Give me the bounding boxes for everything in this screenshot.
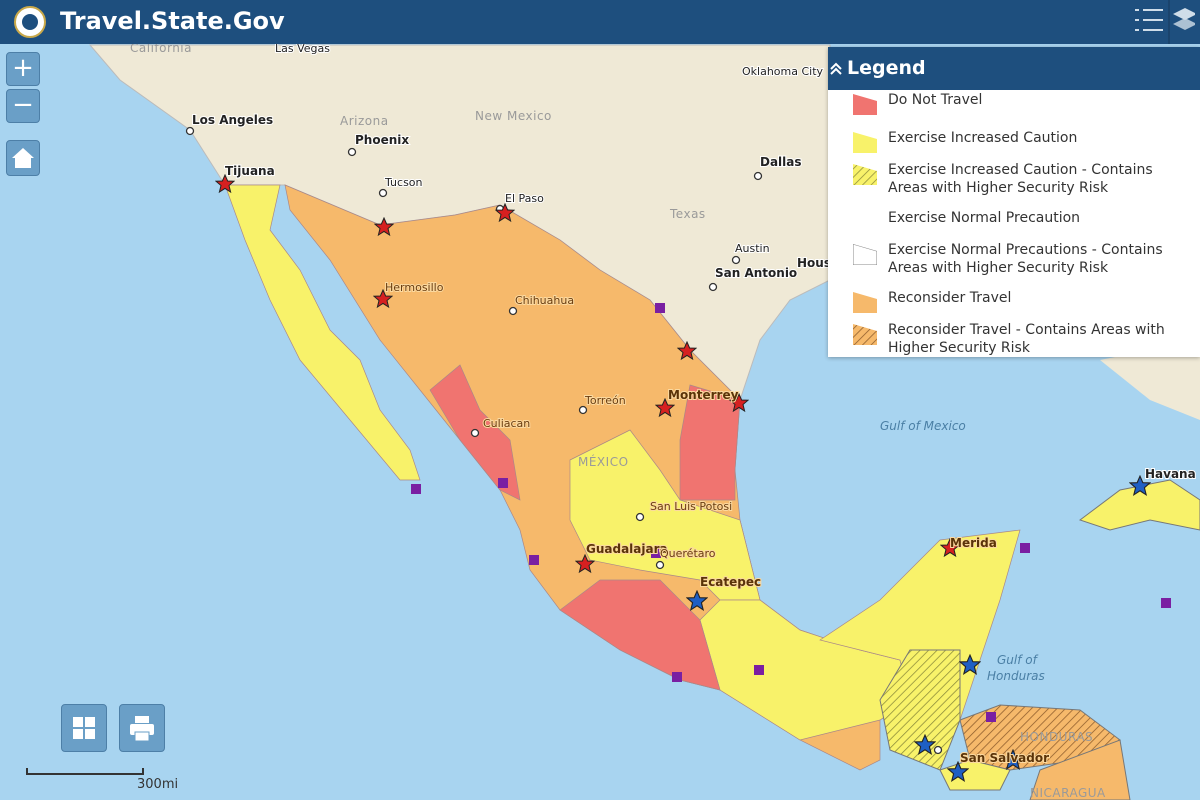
- city-dot[interactable]: [185, 126, 195, 136]
- collapse-icon[interactable]: [828, 61, 844, 77]
- map-label: Culiacan: [483, 417, 530, 430]
- legend-label: Exercise Increased Caution: [888, 130, 1078, 146]
- map-label: Hermosillo: [385, 281, 444, 294]
- map-label: Tijuana: [225, 164, 275, 178]
- header: Travel.State.Gov: [0, 0, 1200, 44]
- map-label: Honduras: [987, 669, 1045, 683]
- map-label: San Salvador: [960, 751, 1049, 765]
- city-dot[interactable]: [470, 428, 480, 438]
- map-label: San Luis Potosi: [650, 500, 732, 513]
- map-label: New Mexico: [475, 109, 552, 123]
- legend-swatch: [853, 132, 877, 153]
- map-label: MÉXICO: [578, 454, 629, 469]
- consulate-marker[interactable]: [1161, 598, 1171, 608]
- city-dot[interactable]: [708, 282, 718, 292]
- map-label: Phoenix: [355, 133, 409, 147]
- print-button[interactable]: [119, 704, 165, 752]
- city-dot[interactable]: [753, 171, 763, 181]
- consulate-marker[interactable]: [986, 712, 996, 722]
- seal: [14, 6, 46, 38]
- city-dot[interactable]: [731, 255, 741, 265]
- city-dot[interactable]: [635, 512, 645, 522]
- consulate-marker[interactable]: [754, 665, 764, 675]
- legend-swatch: [853, 324, 877, 345]
- consulate-marker[interactable]: [411, 484, 421, 494]
- consulate-marker[interactable]: [498, 478, 508, 488]
- map-label: Los Angeles: [192, 113, 273, 127]
- florida: [1100, 340, 1200, 420]
- city-dot[interactable]: [578, 405, 588, 415]
- map-label: Gulf of Mexico: [880, 419, 966, 433]
- map-label: Las Vegas: [275, 42, 330, 55]
- map-label: Gulf of: [997, 653, 1039, 667]
- city-dot[interactable]: [347, 147, 357, 157]
- map-label: Austin: [735, 242, 770, 255]
- legend-label: Exercise Normal Precautions - Contains A…: [888, 242, 1163, 276]
- legend-label: Exercise Increased Caution - Contains Ar…: [888, 162, 1153, 196]
- map-label: Ecatepec: [700, 575, 761, 589]
- consulate-marker[interactable]: [1020, 543, 1030, 553]
- legend-swatch: [853, 292, 877, 313]
- zoom-out[interactable]: −: [6, 89, 40, 123]
- toolbar-icons[interactable]: [1125, 0, 1195, 44]
- home-icon: [12, 148, 34, 168]
- map-label: NICARAGUA: [1030, 786, 1106, 800]
- baja-caution: [224, 184, 421, 481]
- map-label: Chihuahua: [515, 294, 574, 307]
- site-title[interactable]: Travel.State.Gov: [60, 7, 285, 35]
- map-label: Hous: [797, 256, 831, 270]
- legend-label: Exercise Normal Precaution: [888, 210, 1081, 226]
- grid-icon: [73, 717, 95, 739]
- map-label: Havana: [1145, 467, 1196, 481]
- map-label: San Antonio: [715, 266, 797, 280]
- legend-swatch: [852, 241, 878, 267]
- map-label: Guadalajara: [586, 542, 668, 556]
- consulate-marker[interactable]: [672, 672, 682, 682]
- map-label: Torreón: [584, 394, 626, 407]
- home-button[interactable]: [6, 140, 40, 176]
- nicaragua: [1029, 739, 1131, 800]
- legend-panel: Legend Do Not Travel Exercise Increased C…: [828, 47, 1200, 357]
- map-label: HONDURAS: [1020, 730, 1093, 744]
- map-label: Oklahoma City: [742, 65, 824, 78]
- map-label: Querétaro: [660, 547, 716, 560]
- cuba: [1078, 479, 1200, 531]
- legend-label: Reconsider Travel: [888, 290, 1012, 306]
- tamaulipas-do-not-travel: [679, 384, 741, 501]
- map-label: Merida: [950, 536, 997, 550]
- map-label: California: [130, 41, 192, 55]
- map-label: Texas: [669, 207, 706, 221]
- zoom-in[interactable]: +: [6, 52, 40, 86]
- legend-header[interactable]: Legend: [828, 47, 1200, 90]
- legend-swatch: [853, 94, 877, 115]
- city-dot[interactable]: [508, 306, 518, 316]
- map-label: Dallas: [760, 155, 802, 169]
- scale-bar: 300mi: [26, 768, 178, 792]
- yucatan-caution: [819, 529, 1021, 721]
- legend-title: Legend: [847, 57, 926, 79]
- map-label: El Paso: [505, 192, 544, 205]
- scale-label: 300mi: [137, 777, 178, 792]
- legend-swatch: [853, 164, 877, 185]
- legend-swatch: [852, 209, 878, 235]
- city-dot[interactable]: [378, 188, 388, 198]
- city-dot[interactable]: [933, 745, 943, 755]
- consulate-marker[interactable]: [529, 555, 539, 565]
- map-label: Monterrey: [668, 388, 739, 402]
- city-dot[interactable]: [655, 560, 665, 570]
- legend-label: Do Not Travel: [888, 92, 983, 108]
- map-label: Tucson: [384, 176, 423, 189]
- legend-label: Reconsider Travel - Contains Areas with …: [888, 322, 1165, 356]
- consulate-marker[interactable]: [651, 548, 661, 558]
- basemap-button[interactable]: [61, 704, 107, 752]
- map-label: Arizona: [340, 114, 389, 128]
- print-icon: [130, 716, 154, 742]
- guerrero-do-not-travel: [559, 579, 721, 691]
- consulate-marker[interactable]: [655, 303, 665, 313]
